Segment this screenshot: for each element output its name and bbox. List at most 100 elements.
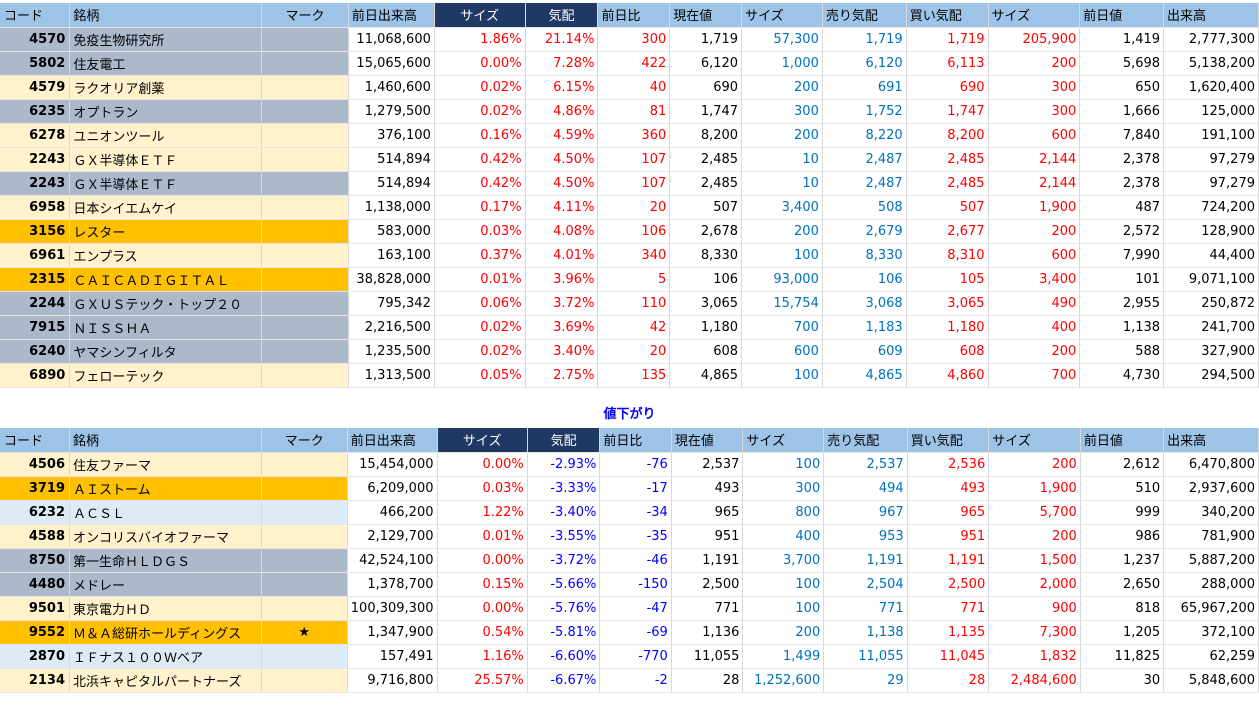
cell-code[interactable]: 4480 <box>0 572 70 597</box>
cell-mark[interactable] <box>261 27 349 52</box>
cell-volume[interactable]: 9,071,100 <box>1163 267 1259 292</box>
cell-mark[interactable] <box>261 644 348 669</box>
cell-prev-volume[interactable]: 11,068,600 <box>348 27 435 52</box>
cell-prev-close[interactable]: 818 <box>1080 596 1165 621</box>
cell-bid[interactable]: 1,719 <box>906 27 989 52</box>
cell-volume[interactable]: 2,937,600 <box>1163 476 1259 501</box>
cell-prev-volume[interactable]: 514,894 <box>348 171 435 196</box>
cell-bid[interactable]: 690 <box>906 75 989 100</box>
cell-prev-close[interactable]: 2,955 <box>1079 291 1165 316</box>
cell-size2[interactable]: 205,900 <box>988 27 1081 52</box>
header-quote-pct[interactable]: 気配 <box>525 3 599 28</box>
cell-size1[interactable]: 57,300 <box>741 27 823 52</box>
cell-code[interactable]: 2243 <box>0 147 71 172</box>
cell-prev-close[interactable]: 11,825 <box>1080 644 1165 669</box>
cell-prev-volume[interactable]: 1,347,900 <box>347 620 438 645</box>
cell-quote-pct[interactable]: 4.01% <box>525 243 599 268</box>
cell-bid[interactable]: 493 <box>907 476 990 501</box>
table-row[interactable]: 5802 住友電工 15,065,600 0.00% 7.28% 422 6,120 1,00… <box>0 51 1259 76</box>
cell-size-pct[interactable]: 0.02% <box>434 339 526 364</box>
cell-size-pct[interactable]: 0.05% <box>434 363 526 388</box>
cell-bid[interactable]: 507 <box>906 195 989 220</box>
cell-bid[interactable]: 8,200 <box>906 123 989 148</box>
cell-prev-close[interactable]: 510 <box>1080 476 1165 501</box>
cell-quote-pct[interactable]: 4.59% <box>525 123 599 148</box>
cell-price[interactable]: 608 <box>669 339 743 364</box>
cell-quote-pct[interactable]: 4.08% <box>525 219 599 244</box>
cell-size1[interactable]: 10 <box>741 171 823 196</box>
table-row[interactable]: 6240 ヤマシンフィルタ 1,235,500 0.02% 3.40% 20 608 600 6… <box>0 339 1259 364</box>
cell-size-pct[interactable]: 0.00% <box>437 548 528 573</box>
cell-change[interactable]: 106 <box>597 219 671 244</box>
cell-size1[interactable]: 400 <box>742 524 825 549</box>
cell-size-pct[interactable]: 25.57% <box>437 668 528 693</box>
cell-quote-pct[interactable]: -3.72% <box>527 548 601 573</box>
cell-size1[interactable]: 100 <box>742 572 825 597</box>
cell-price[interactable]: 493 <box>671 476 744 501</box>
cell-volume[interactable]: 125,000 <box>1163 99 1259 124</box>
cell-price[interactable]: 106 <box>669 267 743 292</box>
cell-bid[interactable]: 28 <box>907 668 990 693</box>
cell-change[interactable]: 42 <box>597 315 671 340</box>
cell-code[interactable]: 2134 <box>0 668 70 693</box>
cell-prev-volume[interactable]: 163,100 <box>348 243 435 268</box>
table-row[interactable]: 4579 ラクオリア創薬 1,460,600 0.02% 6.15% 40 690 200 69… <box>0 75 1259 100</box>
cell-mark[interactable] <box>261 219 349 244</box>
cell-volume[interactable]: 327,900 <box>1163 339 1259 364</box>
cell-ask[interactable]: 6,120 <box>822 51 907 76</box>
cell-quote-pct[interactable]: -6.67% <box>527 668 601 693</box>
cell-price[interactable]: 2,485 <box>669 171 743 196</box>
cell-change[interactable]: -69 <box>599 620 672 645</box>
header-volume[interactable]: 出来高 <box>1163 3 1259 28</box>
cell-quote-pct[interactable]: 4.50% <box>525 147 599 172</box>
cell-prev-volume[interactable]: 15,065,600 <box>348 51 435 76</box>
cell-prev-volume[interactable]: 583,000 <box>348 219 435 244</box>
cell-name[interactable]: ラクオリア創薬 <box>69 75 263 100</box>
cell-code[interactable]: 6961 <box>0 243 71 268</box>
cell-prev-close[interactable]: 7,840 <box>1079 123 1165 148</box>
cell-size-pct[interactable]: 0.02% <box>434 99 526 124</box>
cell-change[interactable]: 135 <box>597 363 671 388</box>
cell-mark[interactable] <box>261 339 349 364</box>
cell-size1[interactable]: 200 <box>741 75 823 100</box>
header-mark[interactable]: マーク <box>261 3 349 28</box>
cell-prev-close[interactable]: 999 <box>1080 500 1165 525</box>
cell-volume[interactable]: 5,848,600 <box>1163 668 1259 693</box>
cell-price[interactable]: 1,191 <box>671 548 744 573</box>
cell-size2[interactable]: 1,900 <box>988 195 1081 220</box>
cell-price[interactable]: 1,180 <box>669 315 743 340</box>
cell-volume[interactable]: 288,000 <box>1163 572 1259 597</box>
cell-name[interactable]: フェローテック <box>69 363 263 388</box>
cell-size-pct[interactable]: 1.86% <box>434 27 526 52</box>
cell-volume[interactable]: 97,279 <box>1163 147 1259 172</box>
cell-price[interactable]: 2,485 <box>669 147 743 172</box>
cell-bid[interactable]: 2,536 <box>907 452 990 477</box>
cell-prev-volume[interactable]: 1,378,700 <box>347 572 438 597</box>
cell-size2[interactable]: 200 <box>988 51 1081 76</box>
cell-prev-volume[interactable]: 1,138,000 <box>348 195 435 220</box>
cell-ask[interactable]: 609 <box>822 339 907 364</box>
cell-size2[interactable]: 300 <box>988 99 1081 124</box>
cell-bid[interactable]: 2,500 <box>907 572 990 597</box>
cell-size1[interactable]: 100 <box>742 596 825 621</box>
cell-volume[interactable]: 5,138,200 <box>1163 51 1259 76</box>
cell-change[interactable]: 110 <box>597 291 671 316</box>
cell-prev-close[interactable]: 1,237 <box>1080 548 1165 573</box>
cell-ask[interactable]: 2,537 <box>823 452 908 477</box>
header-size1[interactable]: サイズ <box>741 3 823 28</box>
cell-price[interactable]: 8,200 <box>669 123 743 148</box>
cell-quote-pct[interactable]: 3.69% <box>525 315 599 340</box>
cell-price[interactable]: 1,747 <box>669 99 743 124</box>
cell-size2[interactable]: 2,144 <box>988 147 1081 172</box>
cell-quote-pct[interactable]: -5.76% <box>527 596 601 621</box>
cell-quote-pct[interactable]: -3.40% <box>527 500 601 525</box>
cell-ask[interactable]: 1,138 <box>823 620 908 645</box>
cell-volume[interactable]: 44,400 <box>1163 243 1259 268</box>
cell-ask[interactable]: 771 <box>823 596 908 621</box>
cell-prev-close[interactable]: 1,138 <box>1079 315 1165 340</box>
cell-size1[interactable]: 1,499 <box>742 644 825 669</box>
cell-mark[interactable] <box>261 51 349 76</box>
cell-size1[interactable]: 200 <box>741 123 823 148</box>
cell-prev-volume[interactable]: 2,216,500 <box>348 315 435 340</box>
cell-price[interactable]: 2,678 <box>669 219 743 244</box>
